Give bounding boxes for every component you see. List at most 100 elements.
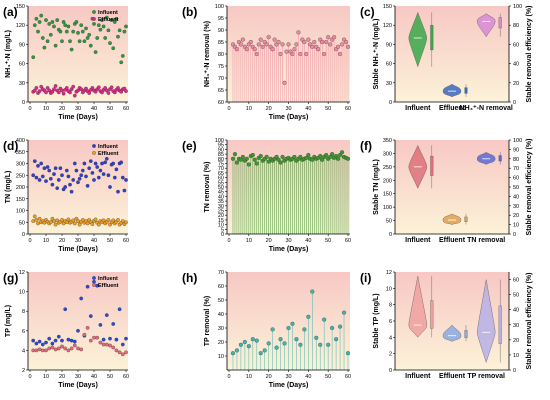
y-tick-label: 60	[386, 62, 392, 68]
y-right-tick-label: 0	[513, 232, 516, 238]
effluent-point	[104, 342, 109, 347]
influent-point	[42, 45, 47, 50]
influent-point	[124, 336, 128, 341]
removal-point	[343, 39, 349, 45]
influent-point	[39, 161, 44, 166]
x-tick-label: 0	[28, 238, 31, 244]
legend-label: Influent	[98, 10, 118, 16]
y-tick-label: 10	[218, 354, 224, 360]
y-tick-label: 300	[383, 151, 392, 157]
x-category-label: Effluent	[439, 237, 466, 244]
x-tick-label: 40	[91, 374, 97, 380]
effluent-point	[95, 335, 100, 340]
removal-point	[282, 341, 287, 346]
effluent-point	[32, 214, 37, 219]
influent-point	[74, 168, 79, 173]
y-right-tick-label: 60	[513, 278, 519, 284]
removal-point	[248, 39, 253, 45]
y-tick-label: 4	[389, 335, 392, 341]
removal-point	[262, 348, 267, 353]
influent-point	[84, 26, 88, 31]
y-right-tick-label: 40	[513, 194, 519, 200]
influent-point	[37, 339, 42, 344]
effluent-point	[34, 218, 39, 222]
influent-point	[92, 279, 96, 284]
removal-point	[306, 314, 311, 319]
y-right-tick-label: 80	[513, 157, 519, 163]
effluent-point	[98, 340, 103, 345]
influent-point	[101, 172, 106, 176]
y-tick-label: 20	[218, 340, 224, 346]
removal-point	[306, 37, 311, 42]
influent-point	[104, 15, 109, 20]
influent-point	[116, 189, 120, 194]
x-tick-label: 10	[246, 374, 252, 380]
effluent-point	[111, 218, 116, 223]
removal-point	[312, 39, 317, 45]
x-tick-label: 60	[123, 238, 129, 244]
effluent-point	[37, 89, 42, 93]
violin-shape	[442, 83, 462, 98]
influent-point	[82, 39, 87, 44]
legend-label: Effluent	[98, 151, 119, 157]
removal-point	[274, 154, 279, 159]
removal-point	[238, 42, 243, 47]
removal-point	[246, 162, 251, 167]
violin-shape	[442, 213, 462, 225]
removal-point	[298, 342, 303, 347]
influent-point	[66, 24, 71, 29]
y-axis-label: Stable NH₄⁺-N (mg/L)	[373, 19, 380, 90]
influent-point	[40, 342, 45, 347]
removal-point	[238, 342, 243, 347]
influent-point	[98, 323, 103, 327]
x-category-label: NH₄⁺-N removal	[460, 105, 513, 112]
influent-point	[34, 175, 39, 180]
legend-marker	[92, 144, 96, 148]
x-tick-label: 30	[285, 374, 291, 380]
y-right-tick-label: 40	[513, 308, 519, 314]
influent-point	[50, 20, 55, 24]
influent-point	[120, 175, 125, 180]
removal-point	[336, 156, 341, 161]
y-tick-label: 150	[383, 4, 392, 10]
influent-point	[124, 24, 128, 29]
box-body	[498, 305, 502, 344]
removal-point	[318, 153, 323, 159]
influent-point	[108, 185, 112, 189]
influent-point	[106, 28, 111, 33]
removal-point	[310, 44, 315, 49]
effluent-point	[36, 221, 40, 226]
violin-shape	[408, 276, 428, 338]
influent-point	[68, 39, 72, 44]
influent-point	[52, 24, 56, 29]
y-tick-label: 250	[16, 173, 25, 179]
y-axis-label: TN removal (%)	[204, 162, 211, 213]
removal-point	[284, 49, 289, 54]
influent-point	[64, 168, 69, 173]
x-tick-label: 30	[75, 238, 81, 244]
removal-point	[254, 338, 259, 343]
removal-point	[306, 152, 311, 158]
y-tick-label: 0	[22, 100, 25, 106]
effluent-point	[87, 91, 92, 95]
influent-point	[98, 168, 103, 173]
effluent-point	[120, 352, 125, 357]
legend-label: Effluent	[98, 17, 119, 23]
effluent-point	[108, 343, 112, 348]
x-category-label: TP removal	[467, 373, 505, 380]
x-tick-label: 60	[123, 106, 129, 112]
removal-point	[294, 42, 299, 47]
panel-label: (d)	[3, 139, 18, 153]
box-body	[464, 330, 468, 338]
removal-point	[296, 30, 301, 35]
effluent-point	[52, 219, 56, 223]
removal-point	[278, 160, 283, 165]
effluent-point	[120, 219, 125, 223]
removal-point	[339, 150, 345, 155]
effluent-point	[60, 344, 64, 349]
influent-point	[76, 328, 80, 333]
effluent-point	[53, 347, 58, 352]
removal-point	[292, 47, 297, 52]
removal-point	[266, 35, 271, 40]
